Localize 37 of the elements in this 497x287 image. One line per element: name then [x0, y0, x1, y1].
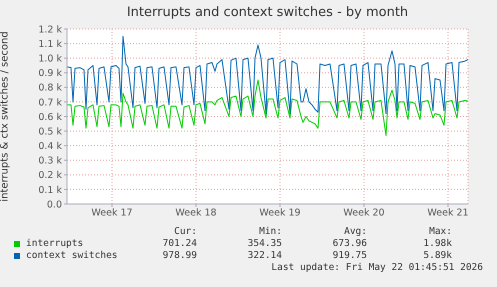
y-tick-label: 0.4 k [38, 141, 62, 152]
x-tick-label: Week 19 [259, 208, 301, 219]
legend-label: interrupts [26, 238, 84, 249]
chart-title: Interrupts and context switches - by month [126, 5, 410, 20]
y-tick-label: 0.6 k [38, 112, 62, 123]
x-tick-label: Week 17 [91, 208, 133, 219]
y-tick-label: 0.0 [46, 199, 62, 210]
y-tick-label: 1.2 k [38, 24, 62, 36]
line-series [67, 36, 468, 114]
y-tick-label: 0.5 k [38, 126, 62, 138]
line-series [67, 80, 468, 136]
y-tick-label: 0.8 k [38, 82, 62, 94]
x-tick-label: Week 20 [343, 208, 385, 219]
text: Min: [258, 226, 282, 237]
y-tick-label: 0.2 k [38, 170, 62, 182]
text: Avg: [343, 226, 367, 237]
text: 322.14 [246, 250, 282, 261]
y-tick-label: 0.1 k [38, 184, 62, 196]
text: 673.96 [332, 238, 367, 249]
text: 1.98k [422, 238, 452, 249]
text: Cur: [173, 226, 197, 237]
y-tick-label: 0.3 k [38, 156, 62, 167]
y-tick-label: 0.9 k [38, 68, 62, 80]
x-tick-label: Week 21 [427, 208, 469, 219]
text: 701.24 [162, 238, 197, 249]
text: Max: [428, 226, 452, 237]
y-tick-label: 1.0 k [38, 54, 62, 65]
legend-label: context switches [26, 250, 118, 261]
y-tick-label: 1.1 k [38, 38, 62, 50]
text: 354.35 [246, 238, 282, 249]
y-axis-title: interrupts & ctx switches / second [0, 31, 11, 202]
text: 919.75 [332, 250, 367, 261]
text: Last update: Fri May 22 01:45:51 2026 [271, 262, 483, 273]
x-tick-label: Week 18 [175, 208, 217, 219]
y-tick-label: 0.7 k [38, 97, 62, 108]
text: 978.99 [162, 250, 197, 261]
text: 5.89k [422, 250, 452, 261]
